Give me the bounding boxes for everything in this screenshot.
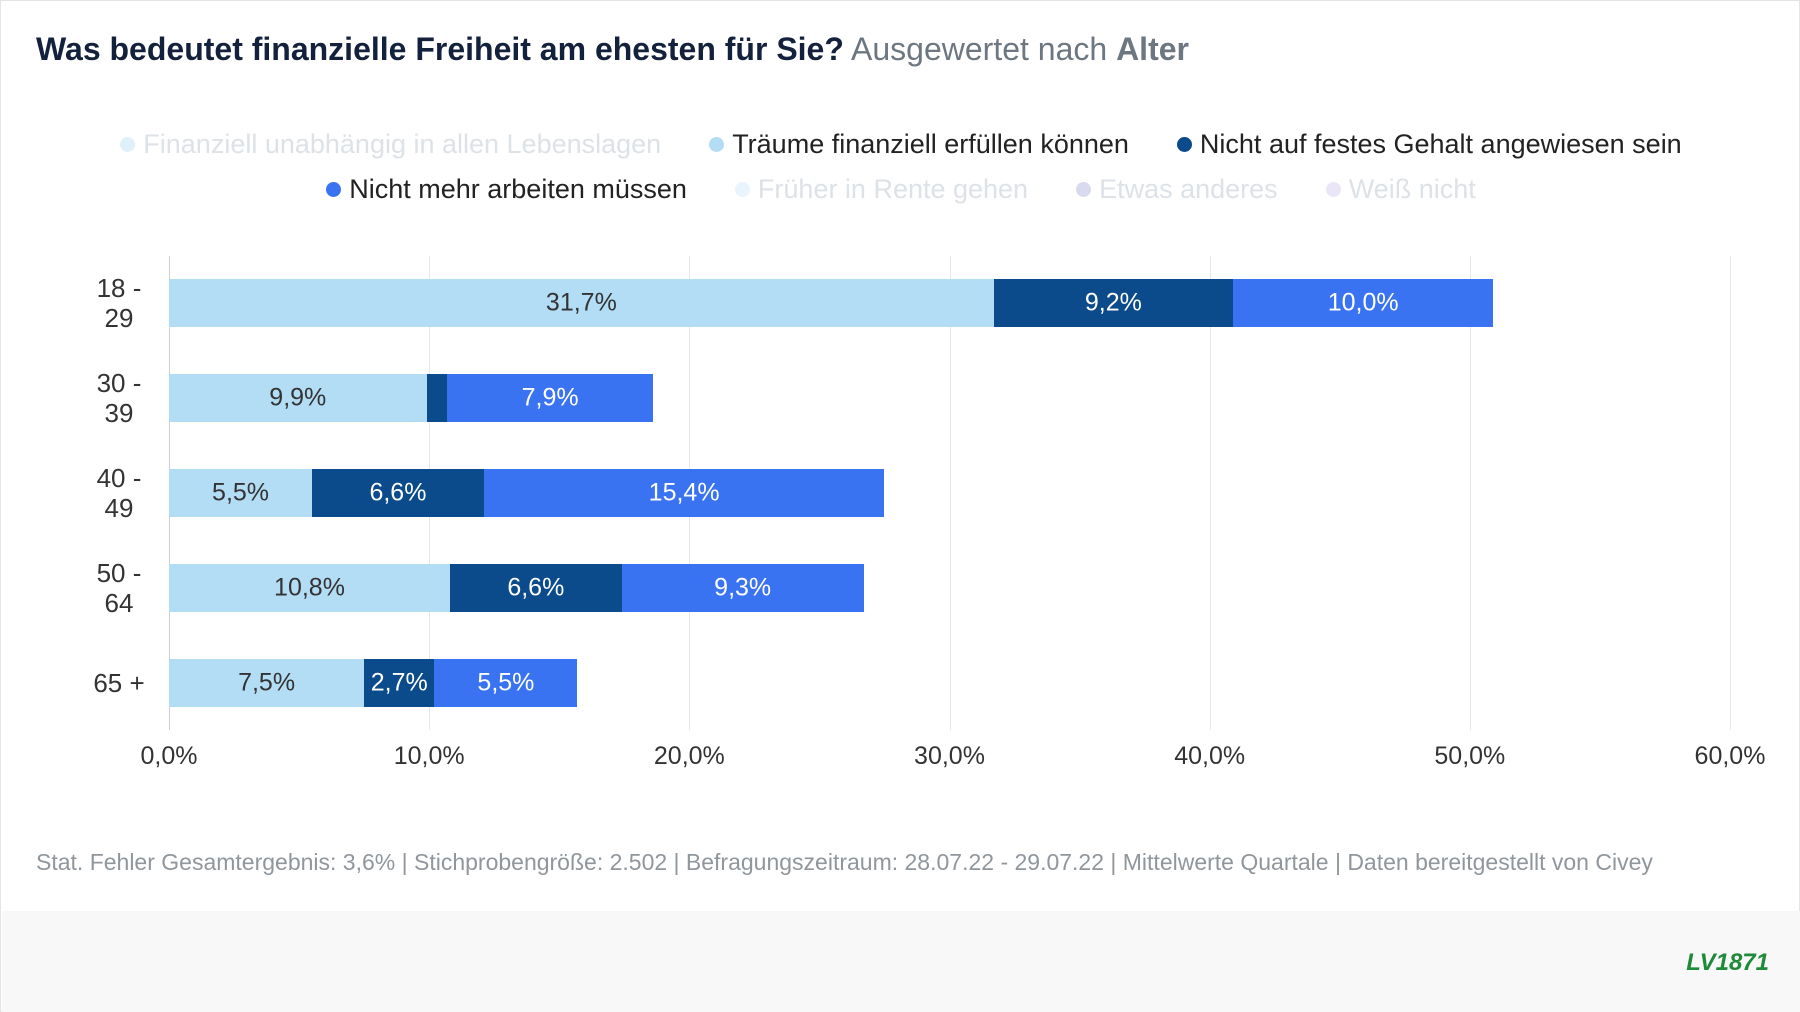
y-tick-label: 40 - 49 [96,463,142,523]
x-tick-label: 50,0% [1434,742,1506,770]
legend-label: Träume finanziell erfüllen können [732,129,1129,159]
bar-segment [364,658,435,707]
bar-segment [434,658,578,707]
grid-line [949,256,951,730]
bar-segment [169,374,427,423]
y-tick-label: 50 - 64 [96,557,142,618]
legend-item: Weiß nicht [1325,174,1476,205]
legend-swatch [120,137,136,152]
legend-item: Finanziell unabhängig in allen Lebenslag… [120,129,661,160]
data-label: 9,3% [714,573,772,602]
data-label: 6,6% [507,573,565,602]
x-tick-label: 10,0% [393,742,465,770]
legend-swatch [1325,182,1341,197]
x-tick-label: 60,0% [1694,742,1766,770]
subtitle: Ausgewertet nach Alter [851,31,1189,67]
x-tick-label: 40,0% [1174,742,1246,770]
legend-swatch [709,137,725,152]
data-label: 5,5% [212,478,270,507]
legend-item: Etwas anderes [1076,174,1278,205]
data-label: 7,5% [238,668,296,697]
grid-line [1469,256,1471,730]
data-label: 5,5% [477,668,535,697]
bar-segment [169,658,365,707]
y-tick-label: 30 - 39 [96,368,142,429]
legend-item: Träume finanziell erfüllen können [709,129,1129,160]
legend-item: Nicht auf festes Gehalt angewiesen sein [1176,129,1682,160]
subtitle-text: Ausgewertet nach [851,31,1108,67]
data-label: 10,0% [1327,288,1399,317]
data-label: 9,9% [269,383,327,412]
legend-item: Nicht mehr arbeiten müssen [326,174,687,205]
bar-segment [447,374,653,423]
data-label: 7,9% [521,383,579,412]
x-tick-label: 20,0% [653,742,725,770]
legend-label: Weiß nicht [1348,174,1476,204]
bar-segment [449,563,622,612]
bar-segment [312,469,484,517]
legend-swatch [734,182,750,197]
x-tick-label: 30,0% [914,742,985,770]
data-label: 2,7% [370,668,428,697]
subtitle-emphasis: Alter [1116,31,1189,67]
legend-label: Etwas anderes [1099,174,1278,204]
footer-band [2,911,1800,1012]
bar-segment [169,279,994,328]
bar-segment [993,279,1234,328]
bar-segment [426,374,448,423]
bar-segment [621,563,864,612]
bar-segment [169,563,450,612]
legend-swatch [1076,182,1092,197]
legend-label: Nicht mehr arbeiten müssen [349,174,687,204]
legend-swatch [1176,137,1192,152]
legend-label: Finanziell unabhängig in allen Lebenslag… [143,129,662,159]
grid-line [1209,256,1211,730]
bar-segment [169,469,313,517]
legend-label: Früher in Rente gehen [757,174,1029,204]
bar-segment [483,469,885,517]
y-tick-label: 18 - 29 [96,273,142,334]
data-label: 10,8% [274,573,345,602]
data-label: 9,2% [1084,288,1142,317]
data-label: 6,6% [369,478,427,507]
legend-item: Früher in Rente gehen [734,174,1029,205]
grid-line [1730,256,1731,730]
legend: Finanziell unabhängig in allen Lebenslag… [61,129,1741,205]
footer: Stat. Fehler Gesamtergebnis: 3,6% | Stic… [36,849,1653,875]
chart-title-block: Was bedeutet finanzielle Freiheit am ehe… [36,31,1189,68]
logo: LV1871 [1686,949,1769,976]
legend-label: Nicht auf festes Gehalt angewiesen sein [1199,129,1682,159]
y-tick-label: 65 + [93,667,145,698]
legend-swatch [326,182,342,197]
data-label: 31,7% [545,288,617,317]
chart-title: Was bedeutet finanzielle Freiheit am ehe… [36,31,844,67]
data-label: 15,4% [648,478,720,507]
bar-segment [1233,279,1494,328]
x-tick-label: 0,0% [140,742,198,770]
